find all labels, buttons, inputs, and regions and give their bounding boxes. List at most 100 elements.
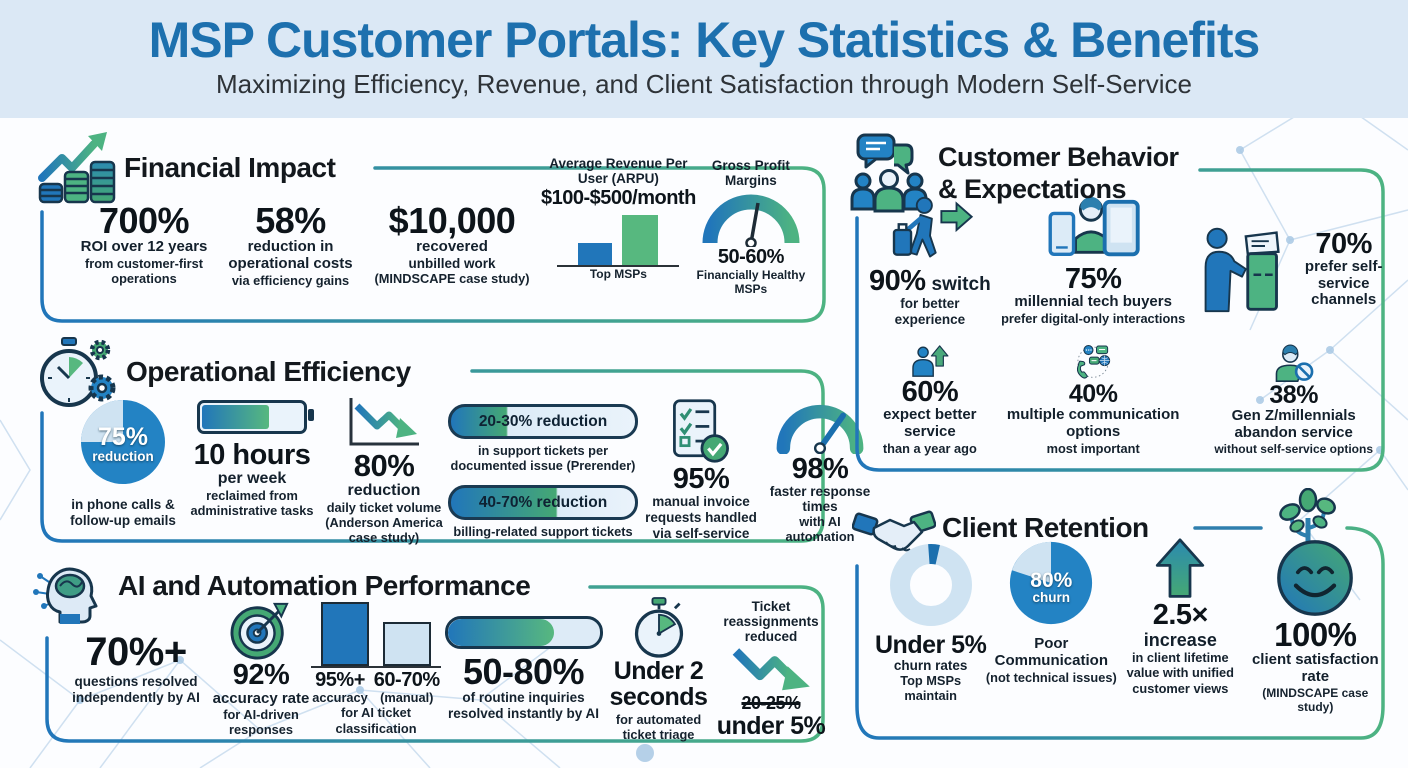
customer-box-border	[855, 168, 1385, 472]
ai-bar-manual	[383, 622, 431, 667]
expect-value: 60%	[901, 376, 959, 409]
ai-icon-wrap	[30, 552, 108, 629]
customer-icon-wrap	[850, 132, 928, 219]
classification-label-2: (manual)	[380, 690, 434, 706]
churn-pie-wrap: 80% churn	[1006, 538, 1096, 633]
satisfaction-label: client satisfaction rate	[1251, 651, 1379, 686]
satisfaction-value: 100%	[1274, 616, 1357, 653]
churn-sub: Top MSPs maintain	[900, 673, 962, 704]
stat-costs-sub: via efficiency gains	[231, 273, 350, 289]
classification-sub: for AI ticket classification	[335, 705, 417, 736]
stat-ltv: 2.5× increase in client lifetime value w…	[1116, 538, 1244, 740]
calls-pie-wrap: 75% reduction	[77, 396, 169, 493]
ai-bar-auto	[321, 602, 369, 667]
ai-accuracy-bar-chart	[321, 602, 431, 667]
reassignments-new-value: under 5%	[716, 712, 826, 741]
ltv-sub: in client lifetime value with unified cu…	[1126, 650, 1234, 696]
stat-triage: Under 2 seconds for automated ticket tri…	[606, 596, 711, 742]
person-up-icon	[912, 345, 949, 377]
poor-pie-value: 80%	[1030, 569, 1073, 593]
financial-impact-icon-wrap	[36, 130, 116, 211]
checklist-icon	[673, 399, 729, 463]
reduction-pill-1: 20-30% reduction	[448, 404, 638, 439]
calls-value: 75%	[97, 423, 149, 452]
stat-churn: Under 5% churn rates Top MSPs maintain	[875, 538, 987, 740]
response-value: 98%	[791, 453, 849, 485]
reassignment-decline-arrow	[732, 648, 810, 691]
stat-pills: 20-30% reduction in support tickets per …	[448, 404, 638, 547]
abandon-label: Gen Z/millennials abandon service	[1231, 407, 1356, 442]
stat-channels: 40% multiple communication options most …	[991, 344, 1196, 456]
stat-costs-label: reduction in operational costs	[228, 238, 353, 273]
switch-sub: for better experience	[894, 296, 966, 328]
stat-recovered-label: recovered	[416, 238, 488, 256]
churn-pie-overlay: 80% churn	[1006, 570, 1096, 606]
stat-expect: 60% expect better service than a year ag…	[869, 344, 991, 456]
margin-label: Gross Profit Margins	[711, 158, 790, 189]
ltv-up-arrow-icon	[1156, 538, 1205, 598]
growth-coins-icon	[38, 132, 116, 204]
invoices-sub: manual invoice requests handled via self…	[645, 494, 757, 541]
stat-routine: 50-80% of routine inquiries resolved ins…	[441, 615, 606, 722]
arpu-bar-chart	[578, 213, 659, 266]
stat-recovered: $10,000 recovered unbilled work (MINDSCA…	[363, 202, 541, 326]
accuracy-value: 92%	[232, 659, 290, 692]
page-title: MSP Customer Portals: Key Statistics & B…	[148, 12, 1261, 68]
classification-label-1: accuracy	[312, 690, 368, 706]
routine-progress-fill	[447, 618, 554, 646]
satisfaction-sub: (MINDSCAPE case study)	[1262, 685, 1369, 715]
person-block-icon	[1275, 344, 1314, 382]
millennial-value: 75%	[1064, 263, 1122, 295]
ai-box-border	[45, 585, 825, 743]
abandon-sub: without self-service options	[1214, 441, 1374, 456]
stat-accuracy: 92% accuracy rate for AI-driven response…	[211, 600, 311, 737]
margin-caption: Financially Healthy MSPs	[696, 268, 806, 297]
stat-invoices: 95% manual invoice requests handled via …	[638, 398, 764, 547]
stat-calls: 75% reduction in phone calls & follow-up…	[62, 396, 184, 547]
millennial-label: millennial tech buyers	[1014, 293, 1172, 311]
kiosk-icon	[1204, 227, 1280, 313]
response-label: faster response times	[769, 484, 871, 515]
ltv-label: increase	[1143, 630, 1217, 651]
customer-title: Customer Behavior & Expectations	[938, 142, 1179, 206]
independent-value: 70%+	[85, 630, 187, 675]
stat-classification: 95%+ accuracy 60-70% (manual) for AI tic…	[311, 602, 441, 736]
profit-gauge	[702, 194, 800, 248]
reassignments-old-value: 20-25%	[741, 693, 801, 714]
operational-section: 75% reduction in phone calls & follow-up…	[40, 352, 870, 547]
target-icon	[230, 603, 289, 660]
channels-label: multiple communication options	[1006, 406, 1180, 441]
hours-sub: reclaimed from administrative tasks	[190, 488, 314, 519]
pill-1-caption: in support tickets per documented issue …	[450, 443, 636, 474]
arpu-bar-low	[578, 243, 613, 266]
retention-section: Under 5% churn rates Top MSPs maintain 8…	[855, 508, 1385, 740]
stat-margin: Gross Profit Margins 50-60% Financially …	[696, 158, 806, 326]
routine-value: 50-80%	[462, 650, 585, 692]
volume-sub: daily ticket volume (Anderson America ca…	[325, 500, 443, 546]
stat-recovered-value: $10,000	[388, 200, 516, 241]
routine-sub: of routine inquiries resolved instantly …	[447, 690, 600, 722]
triage-sub: for automated ticket triage	[615, 711, 702, 742]
independent-sub: questions resolved independently by AI	[72, 673, 200, 705]
financial-impact-section: 700% ROI over 12 years from customer-fir…	[40, 150, 826, 326]
volume-label: reduction	[347, 482, 421, 500]
calls-sub: in phone calls & follow-up emails	[70, 497, 176, 528]
traveler-icon	[892, 196, 973, 258]
selfservice-sub: prefer self-service channels	[1304, 257, 1383, 309]
response-sub: with AI automation	[785, 514, 855, 545]
stat-recovered-sub: (MINDSCAPE case study)	[374, 271, 530, 287]
stat-satisfaction: 100% client satisfaction rate (MINDSCAPE…	[1244, 538, 1386, 740]
battery-fill	[202, 405, 269, 429]
stat-independent: 70%+ questions resolved independently by…	[61, 632, 211, 705]
abandon-value: 38%	[1269, 381, 1318, 410]
stat-roi-sub: from customer-first operations	[84, 256, 204, 287]
customer-title-line2: & Expectations	[938, 173, 1127, 204]
arpu-label: Average Revenue Per User (ARPU)	[549, 156, 688, 187]
retention-title: Client Retention	[942, 512, 1149, 543]
channels-sub: most important	[1046, 440, 1140, 456]
expect-sub: than a year ago	[882, 440, 977, 456]
calls-pie-overlay: 75% reduction	[77, 425, 169, 465]
reduction-pill-2: 40-70% reduction	[448, 485, 638, 521]
customer-section: 90% switch for better experience 75% mil…	[855, 150, 1385, 472]
customers-chat-icon	[850, 133, 928, 213]
